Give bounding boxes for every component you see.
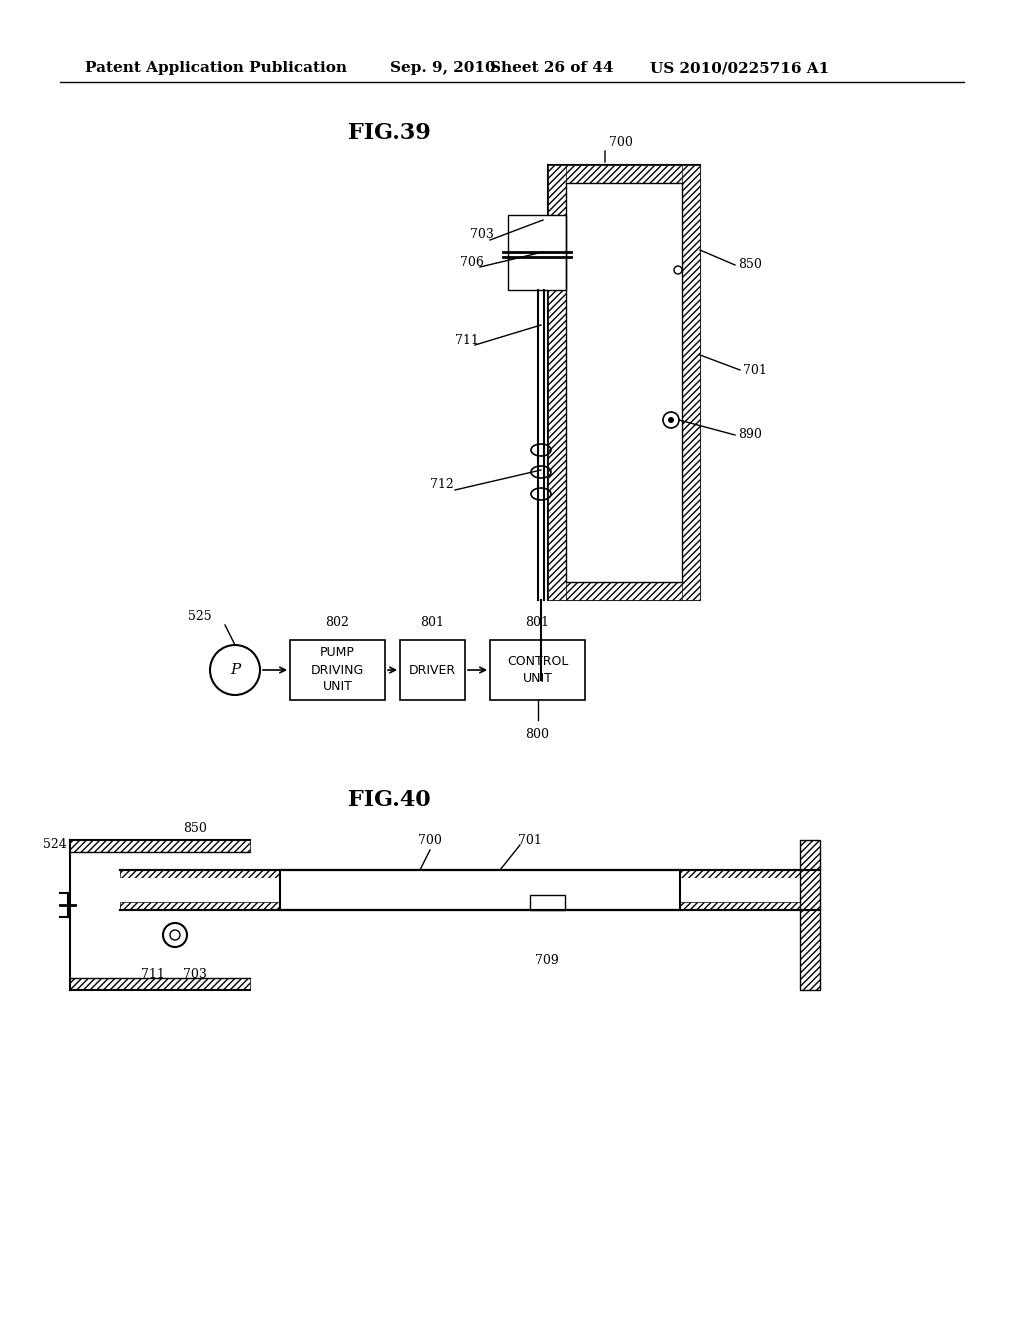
- Text: 701: 701: [743, 363, 767, 376]
- Text: 850: 850: [183, 821, 207, 834]
- Bar: [566, 183, 682, 582]
- Bar: [530, 895, 565, 909]
- Text: 890: 890: [738, 429, 762, 441]
- FancyBboxPatch shape: [290, 640, 385, 700]
- Text: 712: 712: [430, 479, 454, 491]
- Text: 525: 525: [188, 610, 212, 623]
- Circle shape: [668, 417, 674, 422]
- Text: 701: 701: [518, 833, 542, 846]
- Text: 709: 709: [536, 953, 559, 966]
- Text: 850: 850: [738, 259, 762, 272]
- Bar: [508, 215, 566, 290]
- Text: 700: 700: [418, 833, 442, 846]
- Text: FIG.40: FIG.40: [348, 789, 431, 810]
- Bar: [548, 582, 700, 601]
- Bar: [120, 902, 820, 909]
- Bar: [548, 165, 700, 601]
- Bar: [682, 165, 700, 601]
- Text: DRIVER: DRIVER: [409, 664, 456, 676]
- Text: CONTROL
UNIT: CONTROL UNIT: [507, 655, 568, 685]
- Text: P: P: [229, 663, 240, 677]
- FancyBboxPatch shape: [400, 640, 465, 700]
- Text: 801: 801: [421, 615, 444, 628]
- Text: FIG.39: FIG.39: [348, 121, 431, 144]
- Text: 802: 802: [326, 615, 349, 628]
- Bar: [120, 875, 820, 906]
- Text: 711: 711: [141, 969, 165, 982]
- Text: 800: 800: [525, 729, 550, 742]
- Text: 706: 706: [460, 256, 484, 268]
- Text: 801: 801: [525, 615, 550, 628]
- Text: Patent Application Publication: Patent Application Publication: [85, 61, 347, 75]
- FancyBboxPatch shape: [490, 640, 585, 700]
- Text: US 2010/0225716 A1: US 2010/0225716 A1: [650, 61, 829, 75]
- Text: 703: 703: [183, 969, 207, 982]
- Bar: [548, 165, 700, 183]
- Bar: [280, 870, 680, 909]
- Text: 703: 703: [470, 228, 494, 242]
- Bar: [120, 870, 820, 878]
- Bar: [120, 870, 820, 909]
- Text: PUMP
DRIVING
UNIT: PUMP DRIVING UNIT: [311, 647, 365, 693]
- Text: Sheet 26 of 44: Sheet 26 of 44: [490, 61, 613, 75]
- Text: Sep. 9, 2010: Sep. 9, 2010: [390, 61, 496, 75]
- Bar: [70, 840, 250, 851]
- Text: 711: 711: [455, 334, 479, 346]
- Text: 524: 524: [43, 838, 67, 851]
- Bar: [120, 878, 820, 902]
- Bar: [548, 165, 566, 601]
- Bar: [800, 840, 820, 990]
- Text: 700: 700: [609, 136, 633, 149]
- Bar: [70, 978, 250, 990]
